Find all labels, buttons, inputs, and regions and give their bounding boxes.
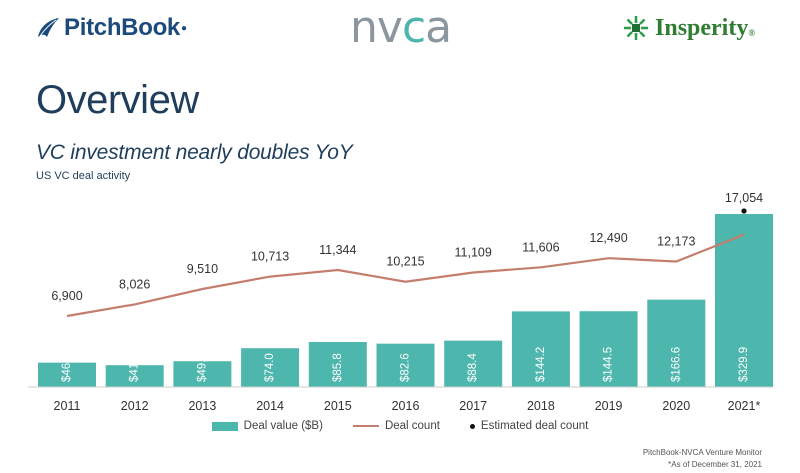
deal-count-label: 11,109 [455,245,492,259]
deal-value-label: $329.9 [738,347,750,382]
deal-value-label: $74.0 [264,353,276,382]
deal-count-label: 9,510 [187,262,218,276]
deal-value-bar [579,311,638,387]
legend-dot-swatch [469,423,475,429]
legend-item-deal-count: Deal count [352,420,440,432]
deal-value-bar [511,311,570,387]
deal-value-label: $88.4 [467,353,479,382]
legend-label-deal-count: Deal count [384,420,440,432]
deal-value-label: $46.4 [61,353,73,382]
source-note: PitchBook-NVCA Venture Monitor *As of De… [643,447,762,471]
legend-label-deal-value: Deal value ($B) [243,420,323,432]
page-title: Overview [36,78,199,122]
estimated-deal-count-point [741,208,747,214]
deal-value-label: $144.5 [603,347,615,382]
deal-value-bar [647,299,706,387]
pitchbook-leaf-icon [38,18,59,37]
deal-value-bar [105,365,164,387]
x-tick-label: 2021* [728,399,761,413]
chart-title: US VC deal activity [36,170,131,182]
deal-value-bar [38,362,96,387]
deal-value-label: $166.6 [670,347,682,382]
deal-count-label: 12,490 [589,231,627,245]
pitchbook-wordmark: PitchBook [64,14,180,41]
x-tick-label: 2018 [527,399,555,413]
deal-value-bar [308,342,367,387]
insperity-emblem-icon [624,16,648,40]
deal-value-bar [173,361,232,387]
deal-count-label: 12,173 [657,234,695,248]
x-tick-label: 2011 [54,399,81,413]
deal-value-bar [444,340,503,387]
deal-count-label: 10,713 [251,250,289,264]
footnote-text: *As of December 31, 2021 [668,460,762,469]
x-tick-label: 2015 [324,399,352,413]
deal-count-label: 10,215 [386,255,424,269]
deal-count-label: 11,606 [522,240,559,254]
deal-count-line [66,233,745,318]
legend-label-estimated-count: Estimated deal count [480,420,589,432]
deal-count-label: 6,900 [51,289,82,303]
legend-line-swatch [352,425,379,427]
x-tick-label: 2016 [392,399,420,413]
deal-value-label: $82.6 [400,353,412,382]
estimated-deal-count-label: 17,054 [725,191,763,205]
insperity-logo: Insperity ® [622,14,755,42]
deal-value-label: $49.1 [196,353,208,382]
x-tick-label: 2013 [188,399,216,413]
pitchbook-logo: PitchBook ● [36,14,187,42]
insperity-wordmark: Insperity [655,14,749,41]
deal-value-bar [241,348,300,387]
x-tick-label: 2020 [662,399,690,413]
x-tick-label: 2017 [459,399,487,413]
deal-value-label: $41.6 [129,353,141,382]
legend-bar-swatch [211,421,238,431]
page-subtitle: VC investment nearly doubles YoY [36,141,353,164]
legend-item-deal-value: Deal value ($B) [211,420,323,432]
x-tick-label: 2019 [595,399,623,413]
deal-count-label: 11,344 [319,243,356,257]
deal-value-label: $144.2 [535,347,547,382]
x-tick-label: 2014 [256,399,284,413]
source-text: PitchBook-NVCA Venture Monitor [642,448,762,457]
nvca-logo: nvca [350,2,452,53]
legend-item-estimated-count: Estimated deal count [469,420,589,432]
deal-count-label: 8,026 [119,277,150,291]
chart-legend: Deal value ($B) Deal count Estimated dea… [0,420,800,432]
deal-value-bar [376,343,435,387]
deal-value-label: $85.8 [332,353,344,382]
x-tick-label: 2012 [121,399,149,413]
